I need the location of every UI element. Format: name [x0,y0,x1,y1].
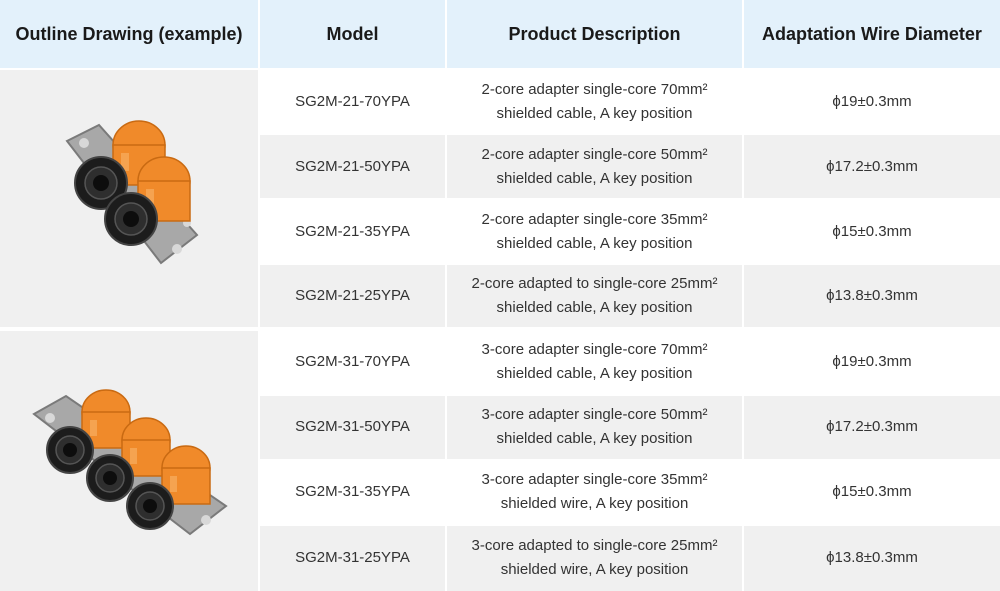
table-row-5-description: 3-core adapter single-core 70mm² shielde… [447,330,744,396]
description-line-2: shielded cable, A key position [496,104,693,122]
table-row-7-description: 3-core adapter single-core 35mm² shielde… [447,460,744,526]
three-port-connector-icon [32,389,228,536]
table-row-1-description: 2-core adapter single-core 70mm² shielde… [447,70,744,136]
header-description: Product Description [447,0,744,70]
table-row-2-description: 2-core adapter single-core 50mm² shielde… [447,135,744,201]
description-line-2: shielded wire, A key position [500,495,689,513]
table-row-3-model: SG2M-21-35YPA [260,200,447,266]
table-row-4-diameter: ϕ13.8±0.3mm [744,265,1000,331]
description-line-2: shielded cable, A key position [496,169,693,187]
description-line-1: 2-core adapter single-core 50mm² [481,145,708,163]
description-line-1: 2-core adapter single-core 35mm² [481,210,708,228]
table-row-1-diameter: ϕ19±0.3mm [744,70,1000,136]
description-line-2: shielded cable, A key position [496,365,693,383]
table-row-8-diameter: ϕ13.8±0.3mm [744,525,1000,591]
header-diameter: Adaptation Wire Diameter [744,0,1000,70]
header-model: Model [260,0,447,70]
table-row-2-diameter: ϕ17.2±0.3mm [744,135,1000,201]
two-port-connector-icon [65,120,199,265]
description-line-1: 2-core adapter single-core 70mm² [481,80,708,98]
table-row-6-diameter: ϕ17.2±0.3mm [744,395,1000,461]
table-row-5-model: SG2M-31-70YPA [260,330,447,396]
table-row-8-model: SG2M-31-25YPA [260,525,447,591]
two-port-connector-image [0,70,260,331]
table-row-7-model: SG2M-31-35YPA [260,460,447,526]
table-row-8-description: 3-core adapted to single-core 25mm² shie… [447,525,744,591]
description-line-2: shielded cable, A key position [496,298,693,316]
table-row-6-model: SG2M-31-50YPA [260,395,447,461]
description-line-2: shielded cable, A key position [496,430,693,448]
header-outline: Outline Drawing (example) [0,0,260,70]
three-port-connector-image [0,330,260,591]
description-line-1: 2-core adapted to single-core 25mm² [471,274,718,292]
table-row-3-description: 2-core adapter single-core 35mm² shielde… [447,200,744,266]
description-line-2: shielded wire, A key position [500,561,689,579]
table-row-2-model: SG2M-21-50YPA [260,135,447,201]
description-line-1: 3-core adapter single-core 50mm² [481,406,708,424]
table-row-4-description: 2-core adapted to single-core 25mm² shie… [447,265,744,331]
table-row-4-model: SG2M-21-25YPA [260,265,447,331]
description-line-1: 3-core adapted to single-core 25mm² [471,537,718,555]
description-line-1: 3-core adapter single-core 35mm² [481,471,708,489]
table-row-6-description: 3-core adapter single-core 50mm² shielde… [447,395,744,461]
table-row-5-diameter: ϕ19±0.3mm [744,330,1000,396]
table-row-1-model: SG2M-21-70YPA [260,70,447,136]
table-row-7-diameter: ϕ15±0.3mm [744,460,1000,526]
description-line-2: shielded cable, A key position [496,234,693,252]
table-row-3-diameter: ϕ15±0.3mm [744,200,1000,266]
description-line-1: 3-core adapter single-core 70mm² [481,341,708,359]
